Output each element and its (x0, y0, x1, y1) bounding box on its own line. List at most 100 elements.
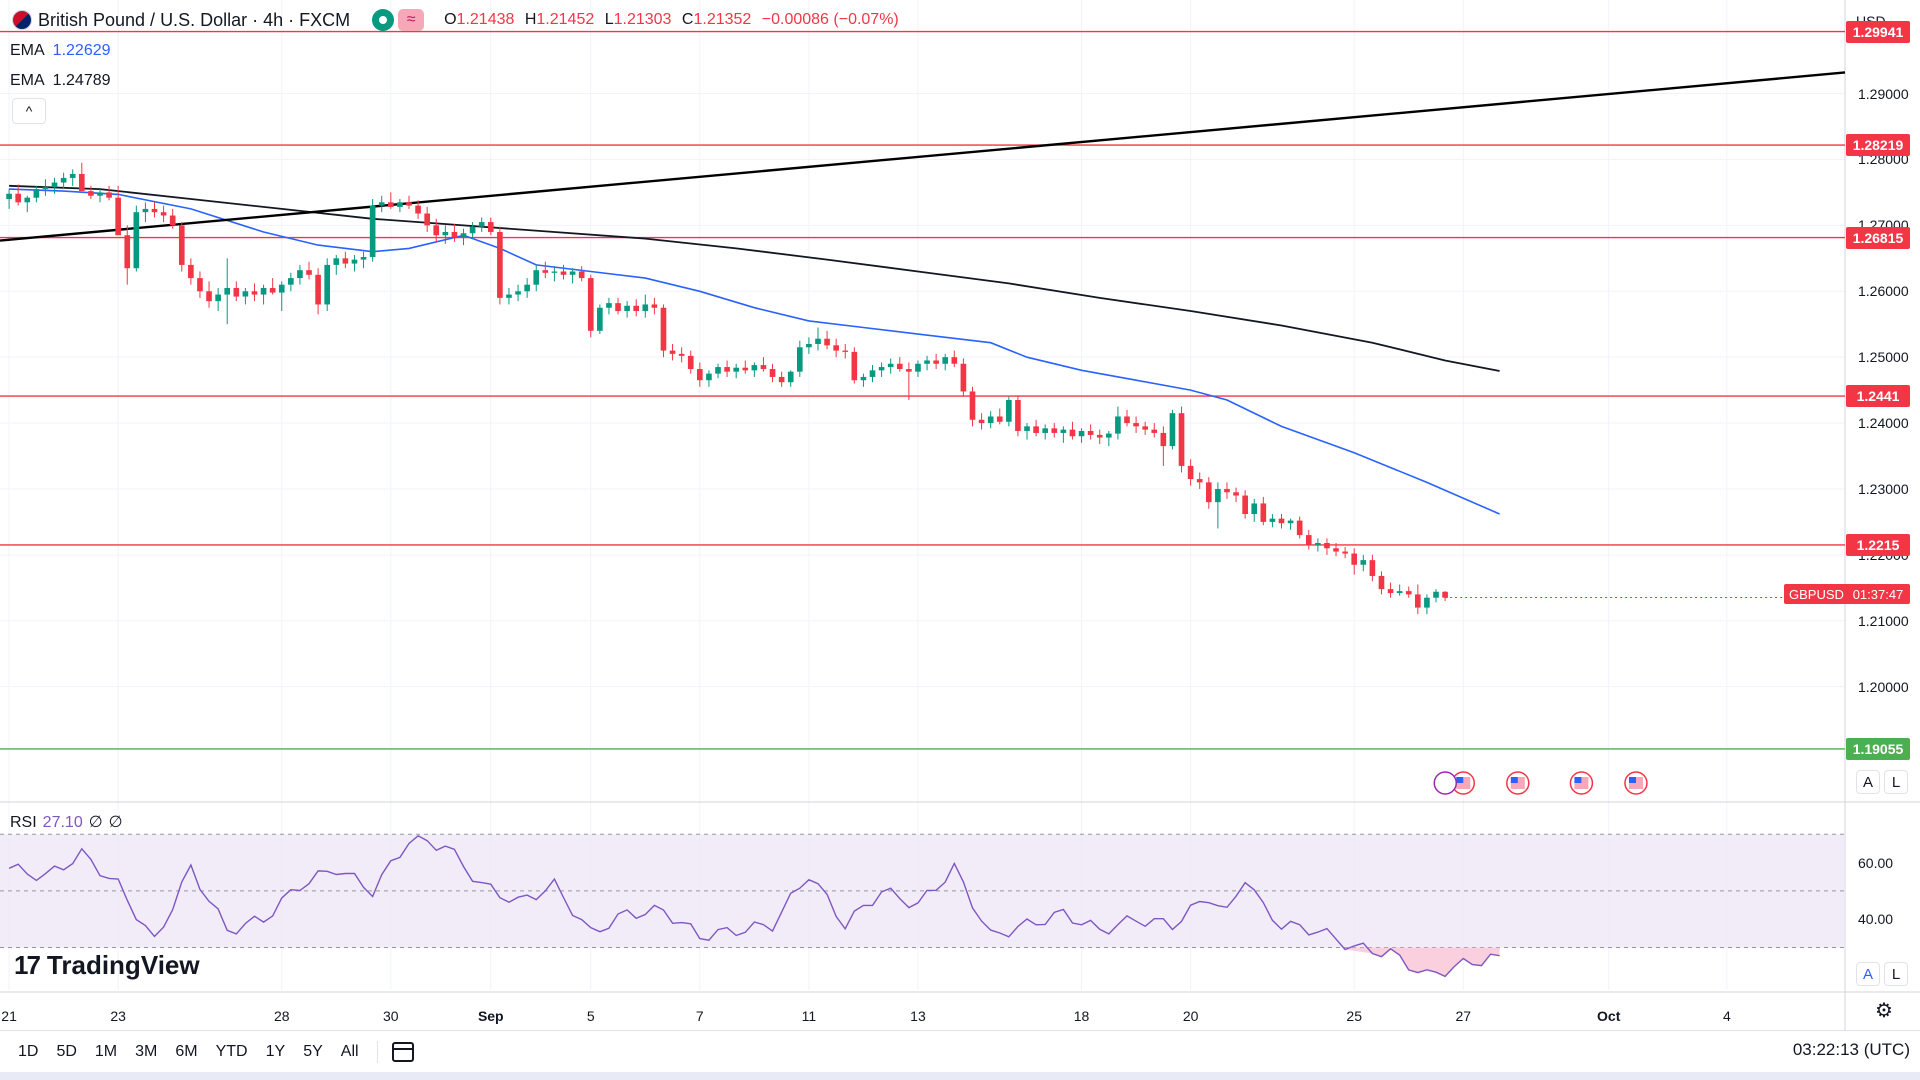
candle-body (1124, 416, 1130, 424)
candle-body (796, 347, 803, 372)
range-3m-button[interactable]: 3M (135, 1043, 158, 1060)
candle-body (624, 305, 630, 312)
price-tick-label: 1.21000 (1858, 612, 1909, 629)
candle-body (742, 367, 749, 371)
rsi-log-scale-button[interactable]: L (1884, 962, 1908, 986)
candle-body (1006, 400, 1012, 422)
ema-slow-line (9, 184, 1500, 372)
candle-body (1106, 433, 1112, 438)
candle-body (1360, 560, 1367, 565)
candle-body (1369, 560, 1376, 576)
ema-fast-legend[interactable]: EMA 1.22629 (10, 42, 111, 59)
candle-body (478, 222, 485, 227)
range-1d-button[interactable]: 1D (18, 1043, 39, 1060)
candle-body (1024, 426, 1030, 431)
candle-body (97, 192, 103, 196)
range-1m-button[interactable]: 1M (94, 1043, 118, 1060)
range-all-button[interactable]: All (340, 1043, 359, 1060)
range-ytd-button[interactable]: YTD (215, 1043, 248, 1060)
countdown-tag: 01:37:47 (1846, 584, 1910, 604)
candle-body (651, 304, 658, 308)
candle-body (506, 294, 512, 298)
collapse-legend-button[interactable]: ^ (12, 98, 46, 124)
candle-body (469, 226, 476, 234)
candle-body (597, 307, 603, 331)
wave-icon[interactable]: ≈ (398, 9, 425, 31)
log-scale-button[interactable]: L (1884, 770, 1908, 794)
level-price-tag: 1.28219 (1846, 134, 1910, 157)
range-5y-button[interactable]: 5Y (303, 1043, 323, 1060)
candle-body (787, 371, 794, 383)
toolbar-divider (376, 1041, 378, 1063)
candle-body (978, 419, 985, 424)
candle-body (1233, 492, 1239, 496)
candle-body (1051, 428, 1058, 433)
auto-scale-button[interactable]: A (1856, 770, 1880, 794)
symbol-title[interactable]: British Pound / U.S. Dollar · 4h · FXCM (38, 9, 351, 30)
candle-body (1342, 551, 1348, 554)
range-6m-button[interactable]: 6M (175, 1043, 198, 1060)
candle-body (633, 305, 640, 312)
candle-body (869, 370, 876, 377)
range-5d-button[interactable]: 5D (56, 1043, 77, 1060)
candle-body (1087, 430, 1094, 435)
candle-body (1305, 535, 1312, 545)
candle-body (278, 284, 285, 293)
candle-body (78, 173, 85, 192)
gear-icon[interactable]: ⚙ (1875, 999, 1893, 1022)
candle-body (115, 197, 121, 236)
candle-body (569, 271, 576, 275)
candle-body (397, 202, 403, 207)
bottom-toolbar: 1D 5D 1M 3M 6M YTD 1Y 5Y All (0, 1030, 1920, 1073)
candle-body (378, 202, 385, 206)
candle-body (906, 369, 912, 372)
price-tick-label: 1.20000 (1858, 678, 1909, 695)
level-price-tag: 1.26815 (1846, 226, 1910, 249)
calendar-icon[interactable] (391, 1042, 414, 1062)
candle-body (360, 257, 367, 260)
candle-body (260, 287, 267, 295)
candle-body (1442, 591, 1448, 598)
tradingview-logo-text: TradingView (46, 950, 200, 980)
candle-body (197, 278, 203, 292)
candle-body (1178, 413, 1185, 466)
candle-body (1042, 428, 1049, 433)
live-dot-icon[interactable] (372, 9, 395, 31)
candle-body (942, 357, 949, 364)
candle-body (951, 357, 958, 364)
candle-body (233, 287, 240, 297)
candle-body (515, 291, 521, 295)
candle-body (815, 338, 821, 344)
candle-body (1296, 520, 1303, 536)
candle-body (1315, 542, 1321, 545)
candle-body (933, 360, 939, 364)
range-1y-button[interactable]: 1Y (265, 1043, 286, 1060)
date-tick-label: 20 (1182, 1008, 1199, 1024)
date-tick-label: 5 (586, 1008, 595, 1024)
candle-body (533, 270, 540, 285)
candle-body (987, 416, 994, 424)
candle-body (1160, 432, 1167, 447)
candle-body (60, 177, 67, 183)
rsi-legend[interactable]: RSI 27.10 ∅ ∅ (10, 814, 123, 831)
flag-us-icon-canton (1456, 777, 1464, 783)
utc-clock[interactable]: 03:22:13 (UTC) (1792, 1040, 1910, 1059)
candle-body (406, 202, 412, 206)
candle-body (1215, 488, 1221, 503)
ema-slow-legend[interactable]: EMA 1.24789 (10, 72, 111, 89)
tradingview-logo[interactable]: 17 TradingView (14, 950, 200, 981)
candle-body (342, 258, 349, 264)
candle-body (169, 215, 176, 226)
date-tick-label: 4 (1722, 1008, 1731, 1024)
candle-body (1260, 503, 1267, 522)
price-tick-label: 1.25000 (1858, 349, 1909, 366)
rsi-auto-scale-button[interactable]: A (1856, 962, 1880, 986)
ema-fast-line (9, 188, 1500, 515)
price-tick-label: 1.26000 (1858, 283, 1909, 300)
candle-body (697, 369, 703, 381)
level-price-tag: 1.2441 (1846, 385, 1910, 408)
rsi-tick-label: 60.00 (1858, 854, 1894, 871)
candle-body (242, 291, 249, 297)
flag-us-icon-canton (1574, 777, 1582, 783)
